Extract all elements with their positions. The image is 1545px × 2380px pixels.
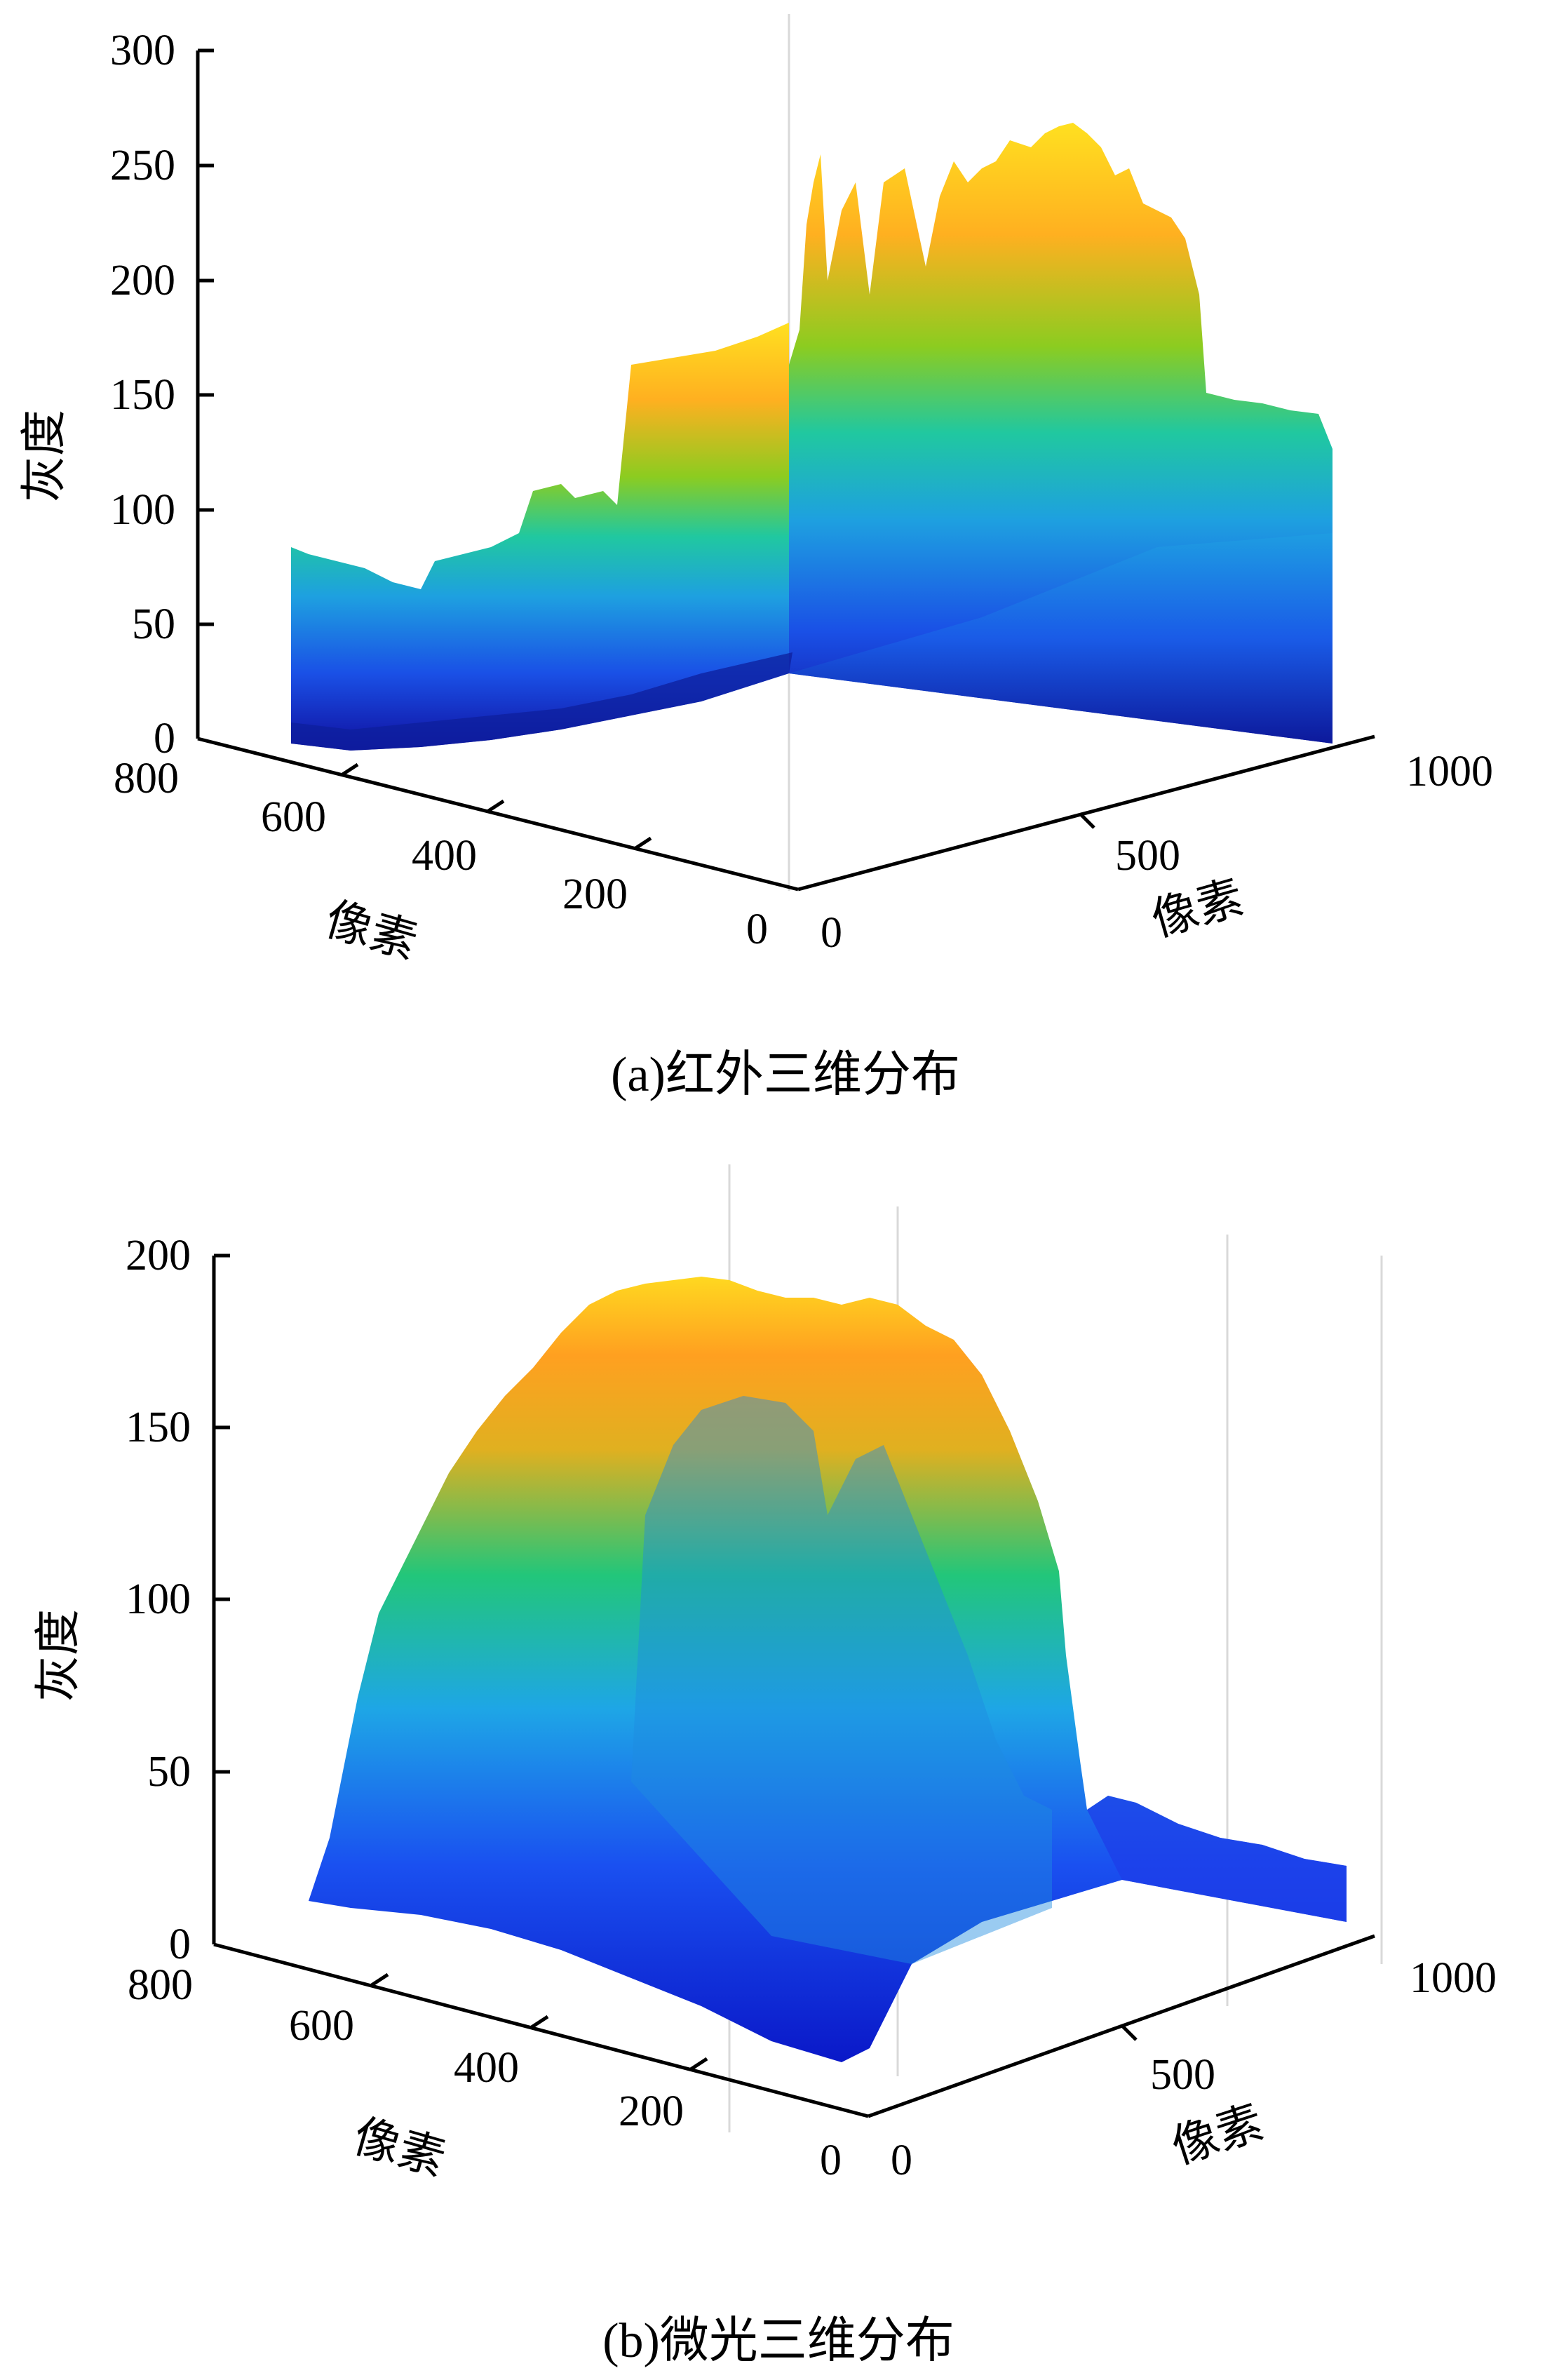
x-tick-mark: [689, 2057, 708, 2071]
x-tick-label: 200: [619, 2087, 684, 2135]
z-tick-label: 300: [110, 27, 175, 74]
surface-right-wall: [789, 533, 1333, 744]
x-tick-mark: [530, 2015, 549, 2029]
z-tick-label: 50: [147, 1748, 191, 1796]
y-axis-line: [797, 734, 1375, 892]
y-tick-label: 500: [1115, 832, 1180, 880]
x-tick-label: 600: [289, 2002, 354, 2050]
z-tick-label: 200: [110, 257, 175, 304]
surface-inner-ridge: [631, 1396, 1052, 1964]
x-tick-mark: [633, 836, 652, 851]
z-tick-label: 0: [154, 715, 175, 762]
x-tick-mark: [370, 1972, 389, 1987]
y-tick-label: 0: [891, 2137, 912, 2184]
y-tick-mark: [1079, 812, 1095, 829]
x-tick-label: 0: [746, 906, 768, 953]
x-tick-label: 800: [128, 1961, 193, 2009]
surface-dome: [309, 1277, 1347, 2062]
z-axis-label: 灰度: [31, 1609, 85, 1702]
z-tick-label: 200: [126, 1232, 191, 1279]
y-tick-label: 500: [1150, 2051, 1215, 2099]
y-axis-line: [868, 1934, 1375, 2118]
x-axis-line: [197, 737, 799, 892]
x-axis-label: 像素: [320, 892, 424, 969]
x-ticks: 800 600 400 200 0: [114, 755, 768, 953]
z-ticks: 200 150 100 50 0: [126, 1232, 230, 1968]
z-axis-label: 灰度: [17, 410, 71, 502]
z-tick-label: 0: [169, 1921, 191, 1968]
z-tick-label: 150: [110, 371, 175, 419]
infrared-surface-chart: 300 250 200 150 100 50 0 800 600 400 200…: [17, 14, 1493, 1102]
chart-panel-infrared: 300 250 200 150 100 50 0 800 600 400 200…: [0, 0, 1545, 1164]
y-tick-label: 1000: [1410, 1954, 1497, 2002]
y-tick-mark: [1121, 2024, 1138, 2041]
chart-caption: (b)微光三维分布: [602, 2314, 954, 2368]
y-ticks: 0 500 1000: [891, 1954, 1497, 2184]
x-tick-label: 200: [562, 870, 628, 918]
y-tick-label: 0: [821, 909, 842, 957]
z-tick-label: 250: [110, 142, 175, 189]
surface-base: [291, 652, 792, 751]
y-tick-label: 1000: [1406, 748, 1493, 795]
x-tick-mark: [340, 762, 359, 777]
x-tick-label: 400: [412, 832, 477, 880]
x-axis-line: [213, 1942, 869, 2118]
x-tick-label: 800: [114, 755, 179, 802]
y-axis-label: 像素: [1165, 2095, 1269, 2174]
z-tick-label: 100: [110, 486, 175, 534]
lowlight-surface-chart: 200 150 100 50 0 800 600 400 200 0 像素 0 …: [31, 1164, 1497, 2368]
z-ticks: 300 250 200 150 100 50 0: [110, 27, 214, 762]
chart-panel-lowlight: 200 150 100 50 0 800 600 400 200 0 像素 0 …: [0, 1164, 1545, 2380]
z-tick-label: 150: [126, 1404, 191, 1451]
infrared-surface: [291, 123, 1333, 751]
chart-caption: (a)红外三维分布: [611, 1048, 960, 1102]
lowlight-surface: [309, 1277, 1347, 2062]
x-axis-label: 像素: [348, 2109, 452, 2186]
surface-right-slope: [1087, 1796, 1347, 1922]
x-tick-mark: [486, 799, 505, 814]
x-tick-label: 400: [454, 2044, 519, 2092]
x-tick-label: 0: [820, 2137, 842, 2184]
y-axis-label: 像素: [1145, 870, 1249, 947]
z-tick-label: 50: [132, 600, 175, 648]
surface-front: [291, 323, 789, 751]
x-tick-label: 600: [261, 793, 326, 841]
z-tick-label: 100: [126, 1575, 191, 1623]
y-ticks: 0 500 1000: [821, 748, 1493, 957]
x-ticks: 800 600 400 200 0: [128, 1961, 842, 2184]
